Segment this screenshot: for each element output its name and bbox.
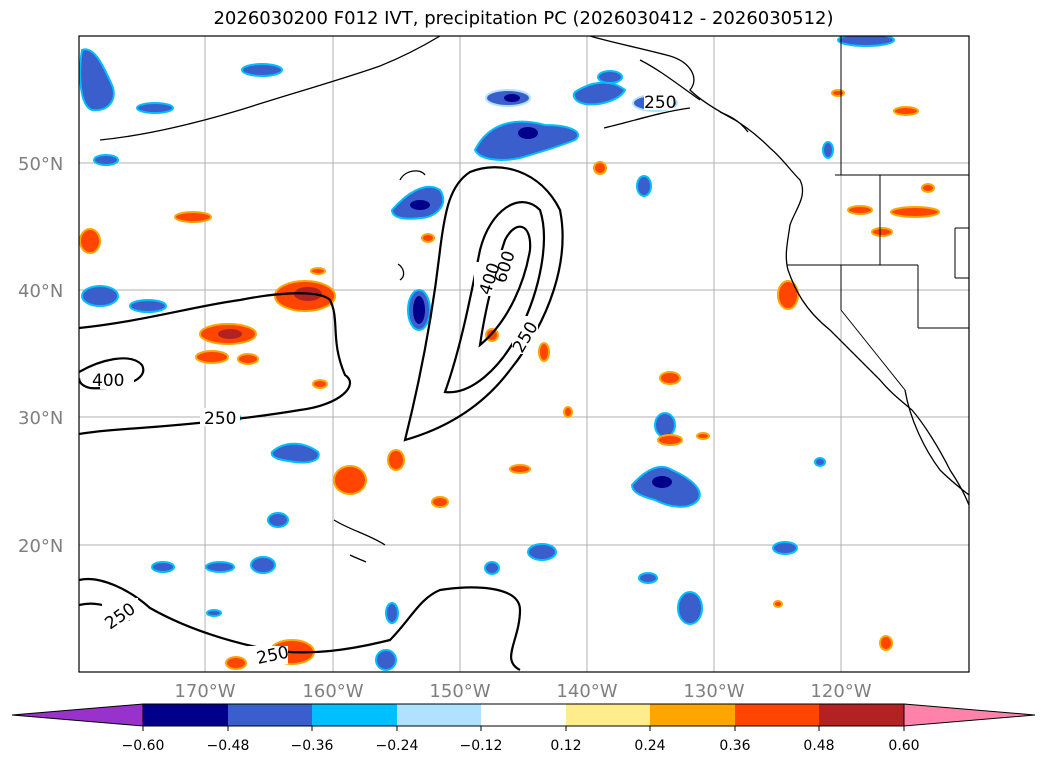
lon-label-150w: 150°W: [429, 681, 490, 702]
colorbar-segment-3: [312, 704, 397, 726]
colorbar-segment-9: [819, 704, 904, 726]
colorbar-extend-high: [903, 703, 1036, 727]
map-title: 2026030200 F012 IVT, precipitation PC (2…: [213, 8, 834, 29]
colorbar: −0.60 −0.48 −0.36 −0.24 −0.12 0.12 0.24 …: [11, 703, 1036, 754]
ivt-contours: [79, 166, 564, 671]
coastlines: [99, 36, 969, 563]
colorbar-segment-5: [481, 704, 566, 726]
colorbar-tick-3: −0.36: [291, 738, 334, 754]
colorbar-tick-9: 0.48: [803, 738, 834, 754]
lat-label-20n: 20°N: [18, 536, 63, 557]
map-frame: [78, 35, 970, 673]
lat-label-50n: 50°N: [18, 154, 63, 175]
colorbar-segment-7: [650, 704, 735, 726]
colorbar-tick-6: 0.12: [550, 738, 581, 754]
lon-label-160w: 160°W: [302, 681, 363, 702]
colorbar-tick-7: 0.24: [634, 738, 665, 754]
lon-label-170w: 170°W: [174, 681, 235, 702]
lon-label-140w: 140°W: [556, 681, 617, 702]
colorbar-tick-1: −0.60: [122, 738, 165, 754]
contour-label-250-north: 250: [644, 93, 676, 113]
contour-label-250-west: 250: [204, 409, 236, 429]
lat-label-40n: 40°N: [18, 281, 63, 302]
precip-positive-patches: [79, 89, 940, 670]
lon-label-120w: 120°W: [810, 681, 871, 702]
colorbar-tick-4: −0.24: [376, 738, 419, 754]
lat-label-30n: 30°N: [18, 408, 63, 429]
colorbar-segment-1: [143, 704, 228, 726]
colorbar-segment-4: [397, 704, 481, 726]
colorbar-tick-10: 0.60: [888, 738, 919, 754]
colorbar-extend-low: [11, 703, 144, 727]
lon-label-130w: 130°W: [683, 681, 744, 702]
colorbar-segment-8: [735, 704, 819, 726]
colorbar-tick-5: −0.12: [460, 738, 503, 754]
state-borders: [787, 36, 969, 391]
colorbar-segment-6: [566, 704, 650, 726]
contour-label-400-west: 400: [92, 371, 124, 391]
colorbar-segment-2: [228, 704, 312, 726]
colorbar-tick-2: −0.48: [207, 738, 250, 754]
colorbar-tick-8: 0.36: [719, 738, 750, 754]
